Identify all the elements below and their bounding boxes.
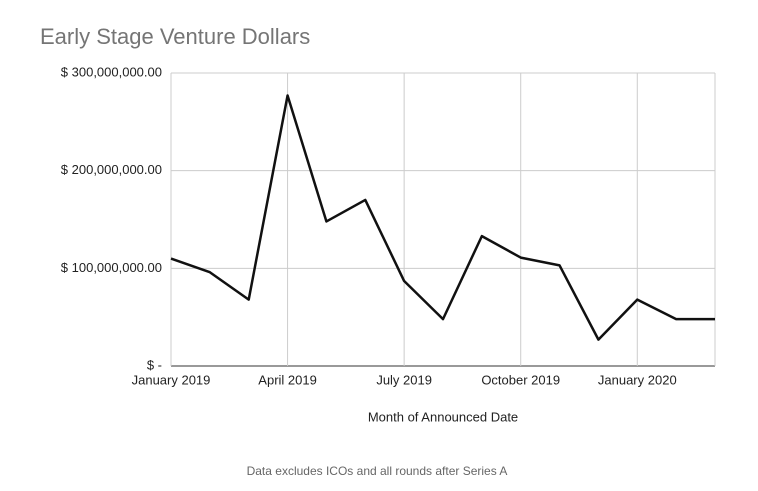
x-tick-label: April 2019 bbox=[258, 372, 317, 387]
x-tick-label: January 2019 bbox=[132, 372, 211, 387]
footnote: Data excludes ICOs and all rounds after … bbox=[247, 464, 508, 478]
x-axis-label: Month of Announced Date bbox=[368, 409, 518, 424]
x-tick-label: July 2019 bbox=[376, 372, 432, 387]
y-tick-label: $ 200,000,000.00 bbox=[61, 162, 162, 177]
x-tick-label: October 2019 bbox=[481, 372, 560, 387]
y-tick-label: $ 300,000,000.00 bbox=[61, 64, 162, 79]
y-tick-label: $ 100,000,000.00 bbox=[61, 260, 162, 275]
y-tick-label: $ - bbox=[147, 357, 162, 372]
x-tick-label: January 2020 bbox=[598, 372, 677, 387]
line bbox=[170, 94, 715, 341]
chart-title: Early Stage Venture Dollars bbox=[40, 24, 310, 49]
